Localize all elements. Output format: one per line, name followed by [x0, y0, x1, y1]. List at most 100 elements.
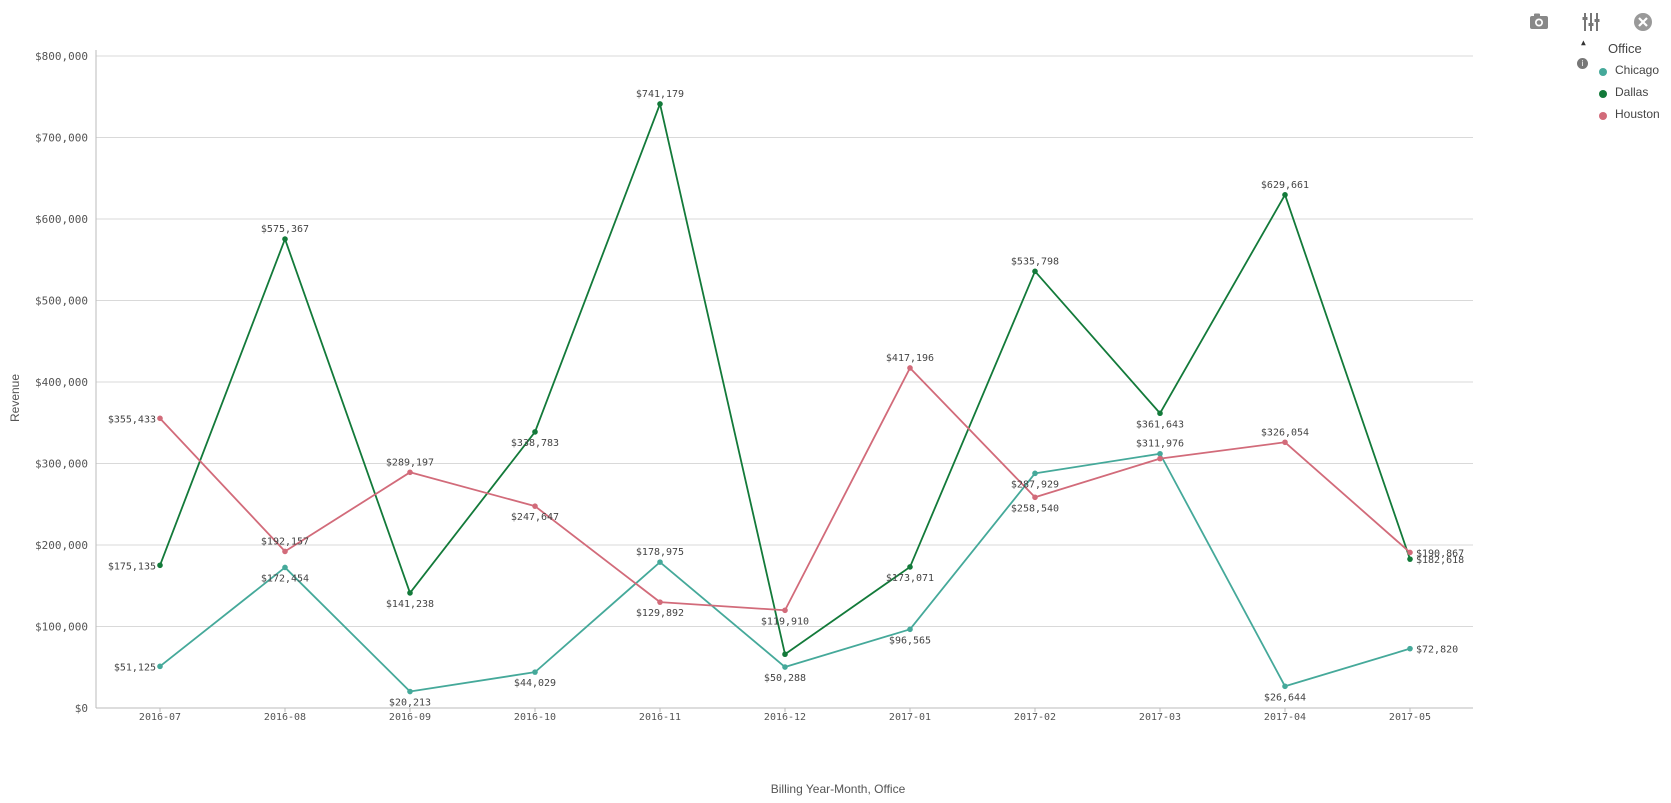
data-point-houston[interactable] — [532, 503, 538, 509]
x-tick-label: 2016-11 — [639, 712, 681, 723]
data-label-houston: $129,892 — [636, 608, 684, 619]
x-tick-label: 2016-09 — [389, 712, 431, 723]
data-point-dallas[interactable] — [532, 429, 538, 435]
grid-lines — [96, 55, 1473, 709]
y-tick-label: $800,000 — [35, 50, 88, 63]
data-point-chicago[interactable] — [1157, 450, 1163, 457]
data-point-chicago[interactable] — [1032, 470, 1038, 477]
x-tick-label: 2017-05 — [1389, 712, 1431, 723]
data-point-dallas[interactable] — [1157, 410, 1163, 417]
series-line-houston — [159, 367, 1411, 612]
chart-toolbar — [1525, 8, 1671, 38]
data-point-dallas[interactable] — [1407, 556, 1413, 562]
data-point-chicago[interactable] — [657, 559, 663, 565]
data-point-houston[interactable] — [1407, 549, 1413, 556]
data-point-dallas[interactable] — [157, 562, 163, 569]
data-label-houston: $326,054 — [1261, 427, 1309, 438]
data-label-houston: $119,910 — [761, 616, 809, 627]
x-tick-label: 2017-02 — [1014, 712, 1056, 723]
data-label-dallas: $182,618 — [1416, 555, 1464, 566]
data-point-dallas[interactable] — [407, 590, 413, 596]
x-tick-label: 2016-08 — [264, 712, 306, 723]
data-label-dallas: $173,071 — [886, 573, 934, 584]
data-point-chicago[interactable] — [532, 669, 538, 675]
data-label-chicago: $50,288 — [764, 673, 806, 684]
legend-label: Houston — [1615, 107, 1660, 121]
data-point-chicago[interactable] — [907, 626, 913, 633]
x-tick-label: 2016-07 — [139, 712, 181, 723]
data-label-chicago: $26,644 — [1264, 692, 1306, 703]
data-label-chicago: $311,976 — [1136, 439, 1184, 450]
data-point-chicago[interactable] — [282, 564, 288, 571]
data-label-houston: $192,157 — [261, 536, 309, 547]
data-point-houston[interactable] — [282, 548, 288, 555]
info-icon[interactable]: i — [1577, 58, 1588, 69]
camera-icon[interactable] — [1525, 8, 1553, 36]
data-label-houston: $247,647 — [511, 512, 559, 523]
legend-item-dallas[interactable]: Dallas — [1580, 84, 1670, 102]
data-point-houston[interactable] — [1157, 455, 1163, 462]
legend-item-chicago[interactable]: Chicago — [1580, 62, 1670, 80]
data-label-dallas: $535,798 — [1011, 256, 1059, 267]
data-label-dallas: $741,179 — [636, 89, 684, 100]
data-label-dallas: $629,661 — [1261, 180, 1309, 191]
data-point-chicago[interactable] — [407, 688, 413, 695]
legend-swatch — [1599, 68, 1607, 76]
data-labels: $51,125 $172,454 $20,213 $44,029 $178,975 $50… — [108, 89, 1464, 709]
data-label-dallas: $175,135 — [108, 561, 156, 572]
data-point-houston[interactable] — [407, 469, 413, 476]
data-label-chicago: $20,213 — [389, 698, 431, 709]
data-point-dallas[interactable] — [907, 564, 913, 570]
data-point-houston[interactable] — [782, 607, 788, 614]
data-point-dallas[interactable] — [1032, 268, 1038, 275]
data-point-houston[interactable] — [657, 599, 663, 605]
data-point-chicago[interactable] — [157, 663, 163, 670]
data-point-houston[interactable] — [907, 365, 913, 371]
data-label-chicago: $287,929 — [1011, 479, 1059, 490]
legend-item-houston[interactable]: Houston — [1580, 106, 1670, 124]
data-label-dallas: $141,238 — [386, 599, 434, 610]
data-point-chicago[interactable] — [1282, 683, 1288, 690]
y-tick-label: $0 — [75, 702, 88, 715]
legend-swatch — [1599, 90, 1607, 98]
data-point-houston[interactable] — [157, 415, 163, 422]
y-tick-label: $200,000 — [35, 539, 88, 552]
y-tick-label: $400,000 — [35, 376, 88, 389]
data-label-dallas: $575,367 — [261, 224, 309, 235]
data-label-chicago: $44,029 — [514, 678, 556, 689]
y-tick-label: $600,000 — [35, 213, 88, 226]
legend-label: Dallas — [1615, 85, 1649, 99]
data-point-dallas[interactable] — [657, 101, 663, 107]
data-point-dallas[interactable] — [282, 236, 288, 242]
legend-title: Office — [1608, 41, 1642, 56]
data-point-chicago[interactable] — [1407, 645, 1413, 652]
data-label-houston: $417,196 — [886, 353, 934, 364]
series-lines — [157, 101, 1413, 695]
legend-label: Chicago — [1615, 63, 1660, 77]
axes: $0 $100,000 $200,000 $300,000 $400,000 $500,0… — [35, 50, 1473, 723]
sliders-icon[interactable] — [1577, 8, 1605, 36]
x-tick-label: 2017-01 — [889, 712, 931, 723]
data-label-chicago: $96,565 — [889, 635, 931, 646]
x-tick-label: 2016-12 — [764, 712, 806, 723]
data-label-chicago: $178,975 — [636, 547, 684, 558]
x-tick-label: 2017-03 — [1139, 712, 1181, 723]
data-point-houston[interactable] — [1282, 439, 1288, 446]
x-axis-title: Billing Year-Month, Office — [771, 782, 906, 796]
data-point-dallas[interactable] — [1282, 192, 1288, 198]
legend-scroll-up-icon[interactable]: ▲ — [1581, 38, 1586, 47]
data-label-houston: $289,197 — [386, 457, 434, 468]
y-tick-label: $100,000 — [35, 621, 88, 634]
data-point-dallas[interactable] — [782, 651, 788, 658]
close-icon[interactable] — [1629, 8, 1657, 36]
data-label-houston: $258,540 — [1011, 503, 1059, 514]
legend-swatch — [1599, 112, 1607, 120]
data-point-houston[interactable] — [1032, 494, 1038, 501]
data-label-houston: $190,867 — [1416, 548, 1464, 559]
x-tick-label: 2016-10 — [514, 712, 556, 723]
y-tick-label: $300,000 — [35, 458, 88, 471]
x-tick-label: 2017-04 — [1264, 712, 1306, 723]
data-point-chicago[interactable] — [782, 664, 788, 670]
data-label-chicago: $51,125 — [114, 662, 156, 673]
